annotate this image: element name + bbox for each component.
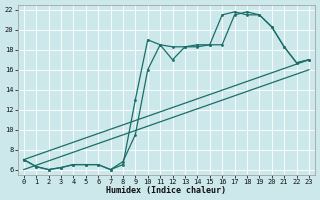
X-axis label: Humidex (Indice chaleur): Humidex (Indice chaleur) [106, 186, 226, 195]
